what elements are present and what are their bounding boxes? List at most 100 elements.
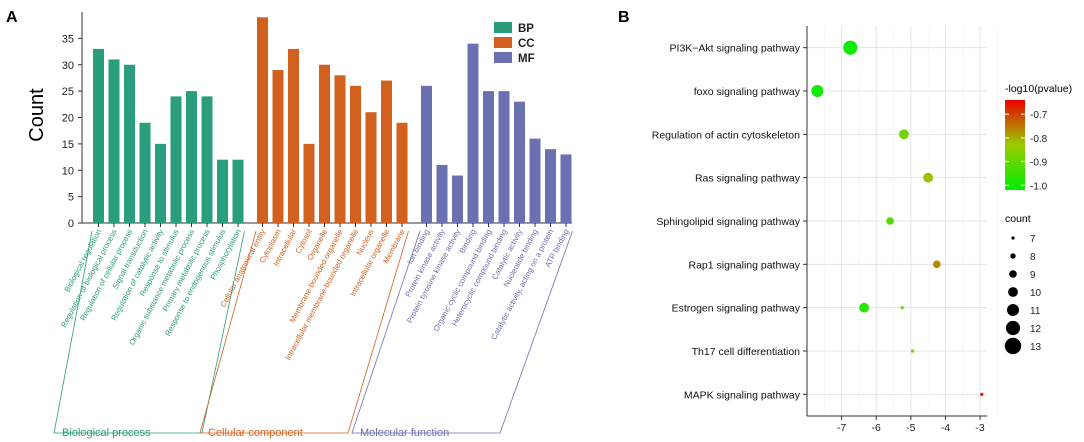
- bar-cc-1: [272, 70, 284, 224]
- size-legend-dot: [1011, 236, 1015, 240]
- group-brackets: Biological process Cellular component Mole…: [53, 230, 573, 439]
- bar-mf-3: [467, 43, 479, 224]
- y-tick-label: 10: [62, 165, 74, 177]
- y-tick-label: 20: [62, 113, 74, 125]
- x-tick-label: -3: [975, 422, 984, 434]
- size-legend-label: 11: [1030, 306, 1041, 317]
- y-tick-label: 15: [62, 139, 74, 151]
- panel-b-kegg-bubble-chart: B PI3K−Akt signaling pathway foxo signali…: [618, 9, 1072, 434]
- size-legend-dot: [1009, 270, 1017, 278]
- bar-cc-8: [381, 80, 392, 223]
- color-tick-label: -0.8: [1030, 134, 1048, 145]
- color-legend-title: -log10(pvalue): [1005, 83, 1072, 95]
- legend-swatch-mf: [494, 52, 512, 63]
- bubble-point: [910, 349, 915, 353]
- pathway-label: Ras signaling pathway: [695, 173, 801, 185]
- bar-cc-6: [350, 85, 361, 223]
- pathway-label: Sphingolipid signaling pathway: [656, 216, 800, 228]
- y-tick-label: 5: [68, 192, 74, 204]
- pathway-label: PI3K−Akt signaling pathway: [670, 43, 801, 55]
- pathway-label: Regulation of actin cytoskeleton: [652, 129, 800, 141]
- panel-a-go-bar-chart: A Count 0 5 10 15 20 25 30 35 Biological regula…: [6, 9, 573, 439]
- size-legend-label: 7: [1030, 234, 1036, 245]
- group-label-bp: Biological process: [62, 427, 151, 439]
- grid-lines: [807, 26, 998, 416]
- legend-swatch-cc: [494, 37, 512, 48]
- legend-label-bp: BP: [518, 23, 534, 35]
- bar-bp-5: [170, 96, 182, 223]
- group-bracket-mf: [351, 230, 573, 434]
- legend-label-mf: MF: [518, 53, 535, 65]
- legend-label-cc: CC: [518, 38, 535, 50]
- group-bracket-cc: [199, 230, 409, 434]
- bar-cc-7: [365, 112, 377, 223]
- size-legend-dot: [1004, 337, 1022, 355]
- y-tick-label: 0: [68, 218, 74, 230]
- bar-bp-4: [155, 143, 166, 223]
- size-legend-label: 8: [1030, 252, 1036, 263]
- group-label-mf: Molecular function: [360, 427, 449, 439]
- bubble-point: [811, 85, 824, 97]
- pathway-label: Rap1 signaling pathway: [689, 259, 801, 271]
- bar-cc-0: [257, 17, 268, 224]
- bar-mf-9: [560, 154, 572, 223]
- y-tick-label: 25: [62, 86, 74, 98]
- x-axis-ticks: -7 -6 -5 -4 -3: [837, 416, 985, 434]
- bar-series-group: [93, 17, 572, 224]
- bubble-point: [900, 306, 904, 310]
- size-legend-label: 13: [1030, 342, 1042, 353]
- y-tick-label: 35: [62, 33, 74, 45]
- size-legend-label: 10: [1030, 288, 1042, 299]
- x-tick-label: -5: [906, 422, 915, 434]
- bar-cc-4: [319, 64, 330, 223]
- color-legend-bar: [1005, 100, 1025, 190]
- color-tick-label: -0.7: [1030, 110, 1048, 121]
- x-tick-label: -6: [872, 422, 881, 434]
- bubble-point: [843, 40, 858, 55]
- bubble-point: [899, 129, 909, 140]
- bar-bp-3: [139, 122, 151, 223]
- bar-bp-9: [232, 159, 244, 223]
- color-tick-label: -1.0: [1030, 181, 1048, 192]
- bar-mf-4: [483, 91, 494, 223]
- size-legend-dot: [1010, 253, 1016, 259]
- pathway-label: foxo signaling pathway: [694, 86, 801, 98]
- size-legend: 7 8 9 10 11 12 13: [1004, 234, 1042, 355]
- pathway-label: Estrogen signaling pathway: [672, 303, 801, 315]
- bubble-points: [811, 40, 984, 396]
- bar-mf-0: [421, 85, 432, 223]
- bubble-point: [923, 172, 934, 183]
- bar-bp-7: [201, 96, 213, 223]
- size-legend-dot: [1008, 287, 1018, 297]
- pathway-labels: PI3K−Akt signaling pathway foxo signaling…: [652, 43, 807, 401]
- size-legend-label: 12: [1030, 324, 1042, 335]
- size-legend-dot: [1007, 304, 1019, 316]
- bar-mf-6: [514, 101, 525, 223]
- bar-bp-8: [217, 159, 228, 223]
- bar-mf-2: [452, 175, 463, 223]
- group-bracket-bp: [53, 230, 245, 434]
- pathway-label: MAPK signaling pathway: [684, 389, 801, 401]
- size-legend-title: count: [1005, 213, 1031, 225]
- bar-bp-6: [186, 91, 197, 223]
- y-axis-title: Count: [26, 88, 48, 142]
- bar-bp-1: [108, 59, 120, 223]
- panel-a-label: A: [6, 9, 18, 26]
- pathway-label: Th17 cell differentiation: [692, 346, 801, 358]
- x-tick-label: -7: [837, 422, 846, 434]
- x-tick-label: -4: [941, 422, 950, 434]
- bubble-point: [980, 392, 984, 396]
- color-tick-label: -0.9: [1030, 158, 1048, 169]
- size-legend-label: 9: [1030, 270, 1036, 281]
- bar-mf-5: [498, 91, 510, 223]
- y-axis-ticks: 0 5 10 15 20 25 30 35: [62, 33, 82, 230]
- bar-cc-5: [334, 75, 346, 223]
- bar-cc-2: [288, 48, 299, 223]
- bubble-point: [886, 217, 894, 225]
- bar-mf-1: [436, 164, 448, 223]
- bar-bp-2: [124, 64, 135, 223]
- bar-mf-7: [529, 138, 541, 223]
- legend-swatch-bp: [494, 22, 512, 33]
- panel-b-label: B: [618, 9, 630, 26]
